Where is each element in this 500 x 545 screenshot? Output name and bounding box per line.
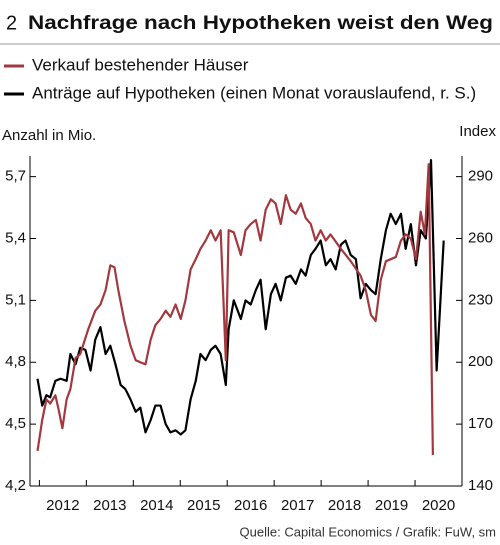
y2-tick-label: 290 <box>468 168 493 185</box>
legend-label: Verkauf bestehender Häuser <box>32 55 249 74</box>
y-tick-label: 4,5 <box>5 415 26 432</box>
x-tick-label: 2014 <box>140 497 173 514</box>
y2-tick-label: 230 <box>468 291 493 308</box>
y-axis-title: Anzahl in Mio. <box>2 127 96 144</box>
x-tick-label: 2013 <box>93 497 126 514</box>
y-tick-label: 4,2 <box>5 477 26 494</box>
y2-tick-label: 140 <box>468 477 493 494</box>
y-tick-label: 5,1 <box>5 291 26 308</box>
x-tick-label: 2018 <box>328 497 361 514</box>
x-tick-label: 2019 <box>375 497 408 514</box>
y-tick-label: 5,4 <box>5 229 26 246</box>
series-line <box>36 159 445 436</box>
x-tick-label: 2012 <box>46 497 79 514</box>
x-tick-label: 2016 <box>234 497 267 514</box>
x-tick-label: 2020 <box>422 497 455 514</box>
chart-number: 2 <box>6 12 17 34</box>
y2-tick-label: 260 <box>468 229 493 246</box>
legend-label: Anträge auf Hypotheken (einen Monat vora… <box>32 83 476 102</box>
y-tick-label: 5,7 <box>5 168 26 185</box>
x-tick-label: 2015 <box>187 497 220 514</box>
y-tick-label: 4,8 <box>5 353 26 370</box>
x-tick-label: 2017 <box>281 497 314 514</box>
series-line <box>36 163 434 456</box>
y2-tick-label: 170 <box>468 415 493 432</box>
source: Quelle: Capital Economics / Grafik: FuW,… <box>240 524 496 539</box>
chart-title: Nachfrage nach Hypotheken weist den Weg <box>28 13 493 34</box>
y2-axis-title: Index <box>459 123 496 140</box>
y2-tick-label: 200 <box>468 353 493 370</box>
